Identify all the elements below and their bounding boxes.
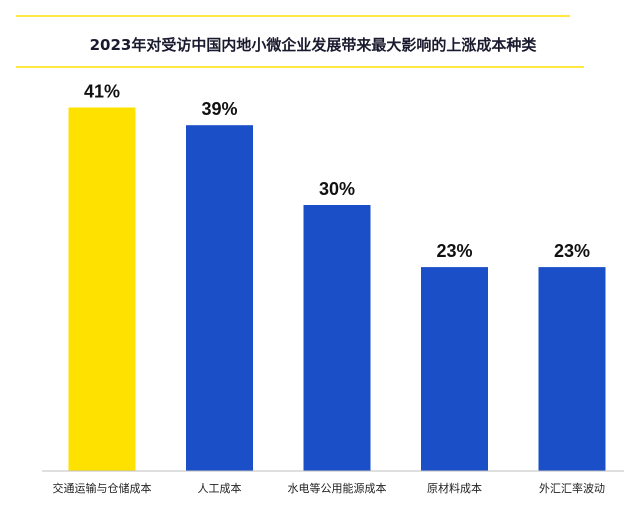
category-label-4: 外汇汇率波动 (539, 481, 605, 495)
chart-title: 2023年对受访中国内地小微企业发展带来最大影响的上涨成本种类 (90, 36, 538, 54)
bar-2 (303, 205, 371, 471)
value-label-1: 39% (201, 99, 237, 119)
value-label-2: 30% (319, 179, 355, 199)
category-label-3: 原材料成本 (427, 481, 482, 495)
category-label-2: 水电等公用能源成本 (288, 481, 387, 495)
value-label-4: 23% (554, 241, 590, 261)
category-labels-group: 交通运输与仓储成本 人工成本 水电等公用能源成本 原材料成本 外汇汇率波动 (53, 481, 606, 495)
bar-3 (421, 267, 488, 471)
bar-4 (538, 267, 606, 471)
category-label-0: 交通运输与仓储成本 (53, 481, 152, 495)
bar-1 (186, 125, 253, 471)
category-label-1: 人工成本 (198, 481, 242, 495)
bar-0 (68, 107, 136, 471)
value-label-0: 41% (84, 82, 120, 102)
bars-group (68, 107, 606, 471)
value-label-3: 23% (436, 241, 472, 261)
value-labels-group: 41% 39% 30% 23% 23% (84, 82, 590, 262)
